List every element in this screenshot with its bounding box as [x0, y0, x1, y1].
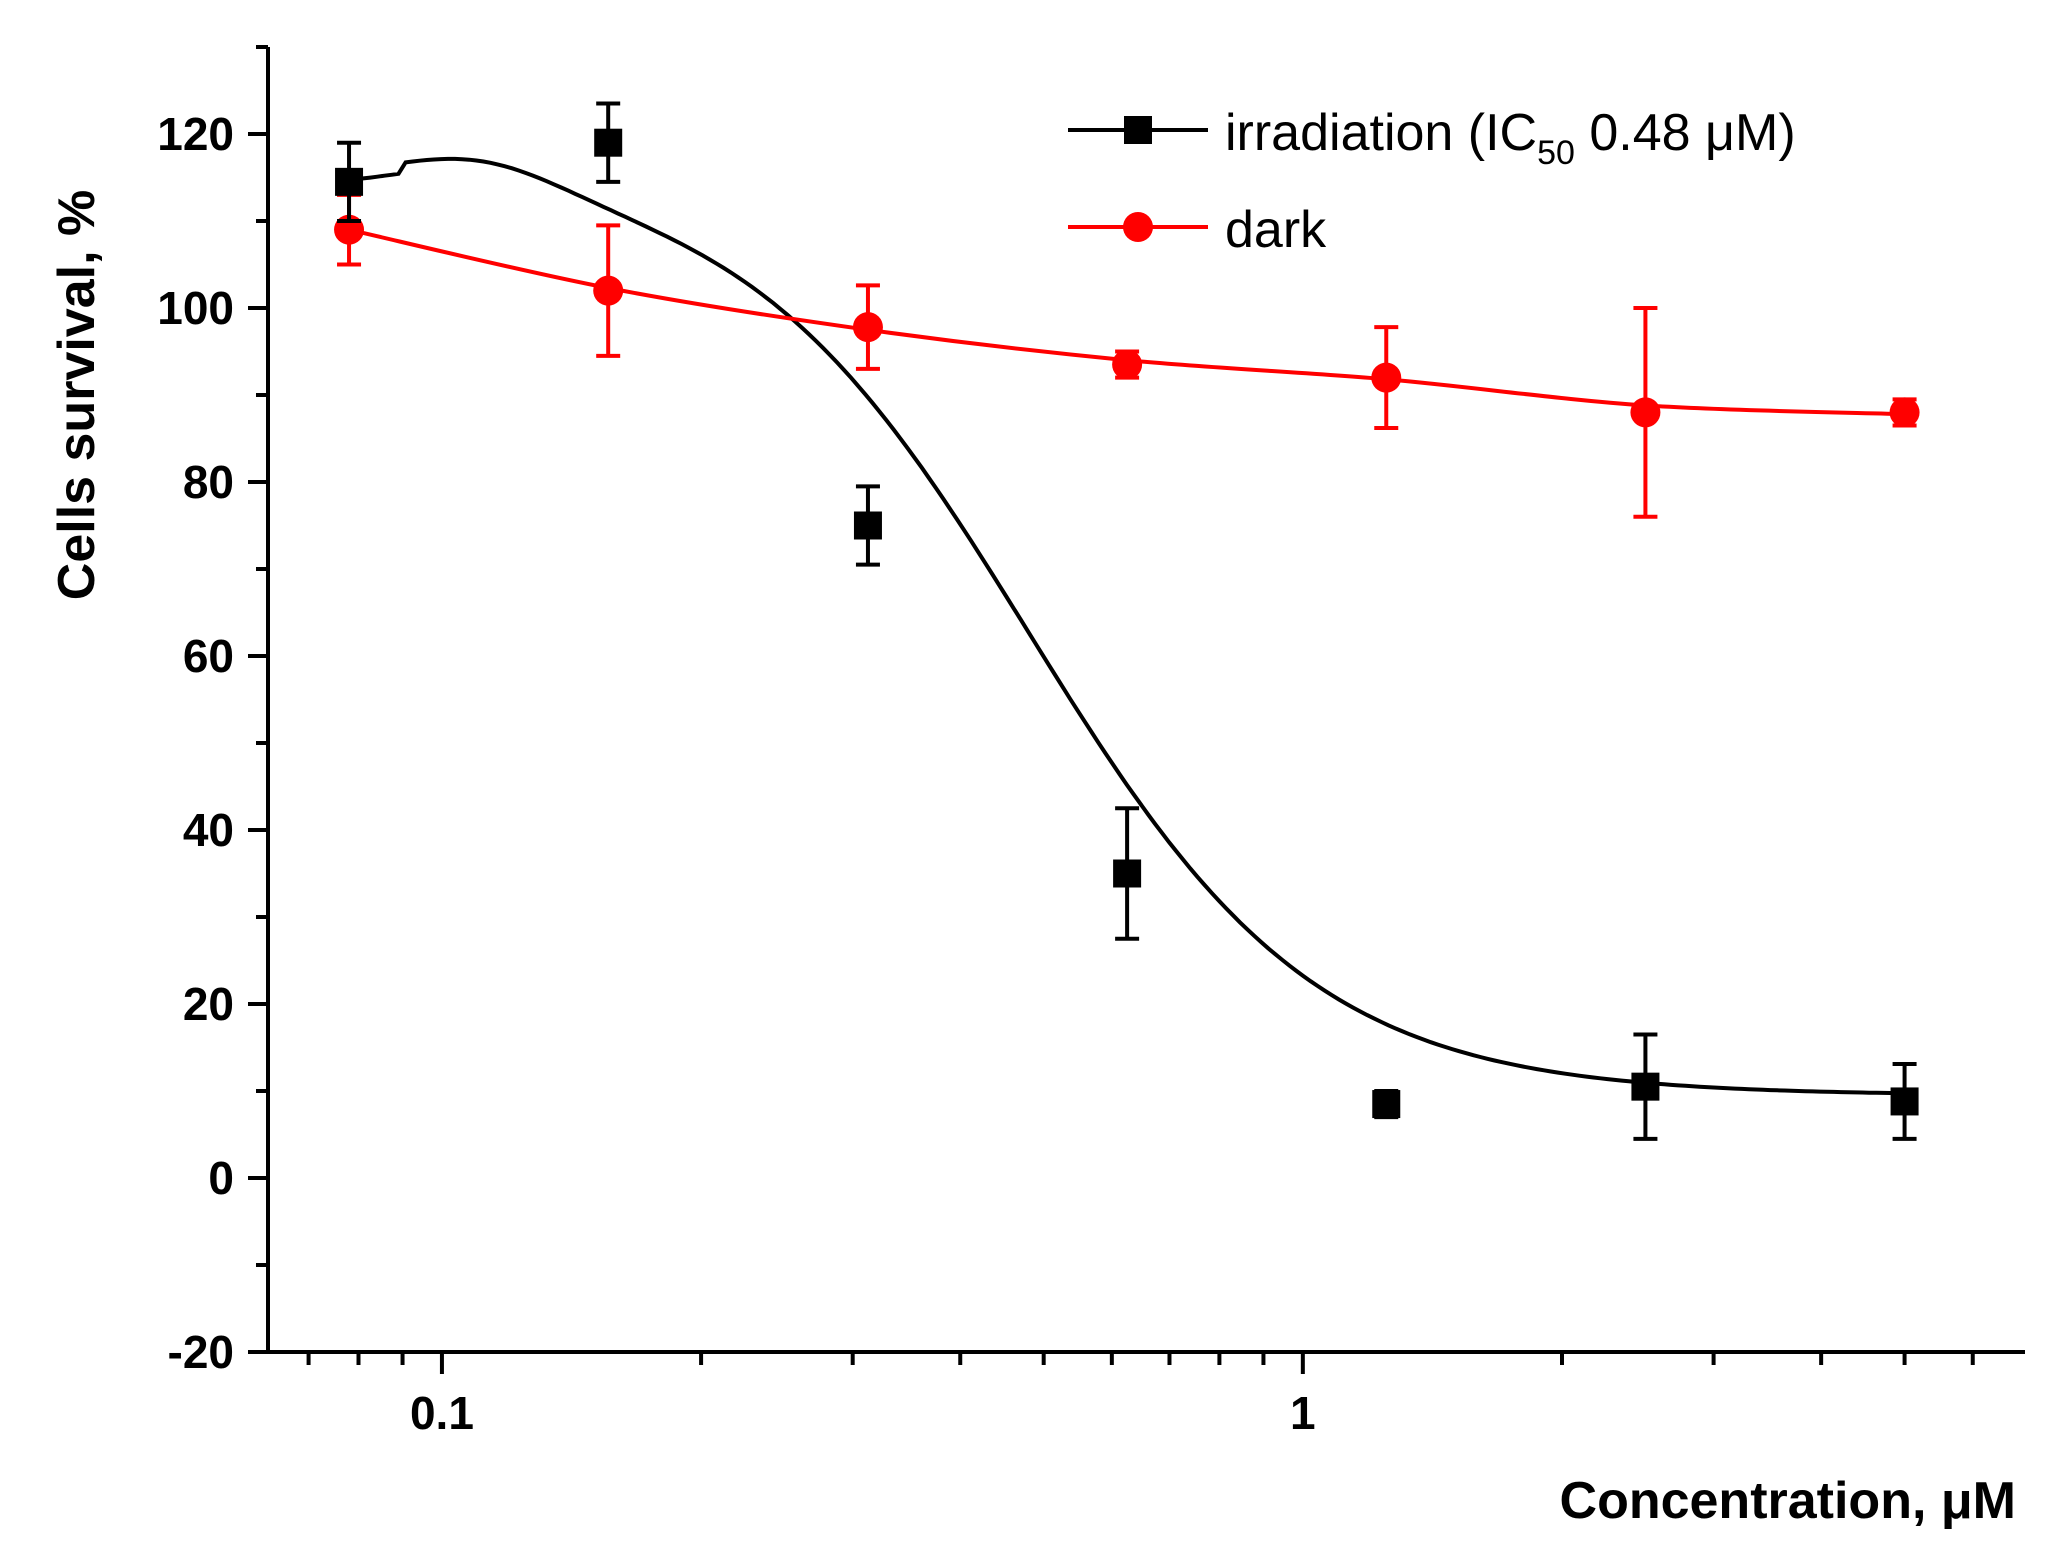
y-tick-label: 40: [183, 804, 234, 856]
data-point-irradiation: [1890, 1087, 1919, 1116]
legend-label-irradiation-prefix: irradiation (IC: [1225, 104, 1537, 162]
legend-label-irradiation: irradiation (IC50 0.48 μM): [1225, 104, 1796, 172]
data-point-irradiation: [335, 167, 364, 196]
axes-layer: [248, 45, 2025, 1374]
data-point-irradiation: [1631, 1072, 1660, 1101]
data-point-dark: [1112, 349, 1143, 380]
data-point-dark: [1630, 397, 1661, 428]
x-tick-label: 1: [1290, 1387, 1316, 1439]
data-point-dark: [1889, 397, 1920, 428]
data-point-dark: [852, 312, 883, 343]
legend-label-irradiation-suffix: 0.48 μM): [1575, 104, 1796, 162]
legend-label-dark: dark: [1225, 201, 1327, 259]
y-tick-label: -20: [168, 1326, 234, 1378]
data-point-dark: [1371, 362, 1402, 393]
x-axis-title: Concentration, μM: [1560, 1472, 2016, 1530]
fit-curve-dark: [348, 227, 1905, 417]
y-axis-title: Cells survival, %: [48, 190, 106, 600]
y-tick-label: 0: [208, 1152, 234, 1204]
y-tick-label: 80: [183, 456, 234, 508]
data-point-irradiation: [1372, 1090, 1401, 1119]
legend: irradiation (IC50 0.48 μM) dark: [1068, 104, 1796, 259]
data-point-irradiation: [1113, 859, 1142, 888]
labels-layer: -20 0 20 40 60 80 100 120 0.1 1: [157, 108, 1315, 1439]
y-tick-label: 60: [183, 630, 234, 682]
legend-label-irradiation-subscript: 50: [1537, 134, 1575, 172]
data-point-irradiation: [853, 511, 882, 540]
legend-swatch-dark-marker: [1123, 212, 1153, 242]
legend-swatch-irradiation-marker: [1124, 116, 1152, 144]
data-points-layer: [334, 101, 1920, 1141]
fit-curve-irradiation: [348, 156, 1905, 1096]
y-tick-label: 100: [157, 282, 234, 334]
y-tick-label: 120: [157, 108, 234, 160]
x-tick-label: 0.1: [410, 1387, 474, 1439]
data-point-irradiation: [594, 128, 623, 157]
data-point-dark: [593, 275, 624, 306]
fit-curves-layer: [348, 156, 1905, 1096]
y-tick-label: 20: [183, 978, 234, 1030]
